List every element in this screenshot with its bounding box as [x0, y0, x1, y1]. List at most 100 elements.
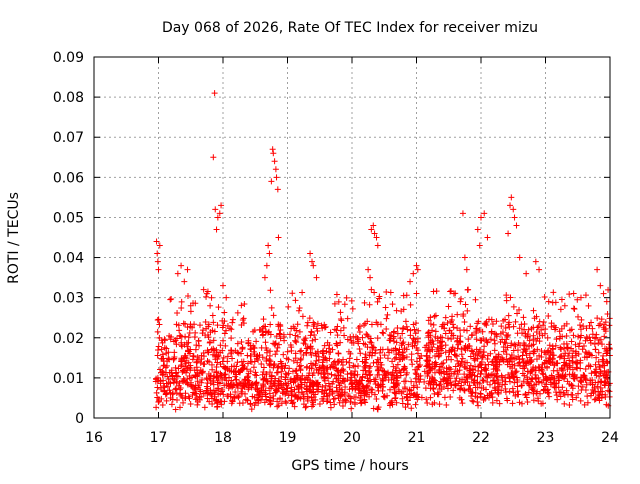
data-point	[368, 386, 375, 393]
data-point	[265, 242, 272, 249]
data-point	[424, 356, 431, 363]
data-point	[394, 361, 401, 368]
data-point	[285, 392, 292, 399]
data-point	[309, 372, 316, 379]
data-point	[196, 342, 203, 349]
data-point	[379, 329, 386, 336]
data-point	[298, 355, 305, 362]
data-point	[261, 274, 268, 281]
data-point	[163, 380, 170, 387]
data-point	[348, 339, 355, 346]
data-point	[387, 386, 394, 393]
data-point	[452, 363, 459, 370]
data-point	[400, 324, 407, 331]
data-point	[374, 335, 381, 342]
data-point	[292, 332, 299, 339]
data-point	[604, 349, 611, 356]
data-point	[219, 387, 226, 394]
data-point	[306, 315, 313, 322]
data-point	[299, 372, 306, 379]
data-point	[502, 389, 509, 396]
data-point	[320, 365, 327, 372]
data-point	[554, 367, 561, 374]
data-point	[579, 383, 586, 390]
data-point	[453, 375, 460, 382]
data-point	[244, 381, 251, 388]
data-point	[516, 306, 523, 313]
data-point	[535, 363, 542, 370]
data-point	[595, 358, 602, 365]
data-point	[304, 376, 311, 383]
data-point	[256, 326, 263, 333]
data-point	[517, 342, 524, 349]
data-point	[187, 379, 194, 386]
data-point	[288, 347, 295, 354]
data-point	[492, 354, 499, 361]
data-point	[187, 308, 194, 315]
data-point	[272, 351, 279, 358]
data-point	[498, 372, 505, 379]
data-point	[312, 336, 319, 343]
data-point	[192, 373, 199, 380]
data-point	[202, 318, 209, 325]
data-point	[241, 300, 248, 307]
data-point	[568, 382, 575, 389]
data-point	[304, 319, 311, 326]
data-point	[457, 361, 464, 368]
data-point	[229, 355, 236, 362]
data-point	[557, 389, 564, 396]
data-point	[484, 392, 491, 399]
data-point	[469, 397, 476, 404]
data-point	[184, 343, 191, 350]
data-point	[458, 346, 465, 353]
data-point	[549, 299, 556, 306]
data-point	[394, 330, 401, 337]
data-point	[518, 400, 525, 407]
data-point	[423, 396, 430, 403]
data-point	[330, 378, 337, 385]
data-point	[266, 356, 273, 363]
data-point	[332, 362, 339, 369]
data-point	[513, 222, 520, 229]
data-point	[244, 366, 250, 373]
data-point	[175, 322, 182, 329]
data-point	[574, 296, 581, 303]
grid-layer	[94, 57, 610, 418]
data-point	[176, 332, 183, 339]
data-point	[337, 309, 344, 316]
data-point	[424, 348, 431, 355]
data-point	[404, 326, 411, 333]
data-point	[299, 313, 306, 320]
data-point	[201, 404, 208, 411]
data-point	[296, 305, 303, 312]
data-point	[193, 390, 200, 397]
data-point	[367, 339, 374, 346]
data-point	[573, 364, 580, 371]
data-point	[352, 386, 359, 393]
data-point	[239, 344, 246, 351]
data-point	[503, 351, 510, 358]
data-point	[193, 359, 200, 366]
data-point	[182, 333, 189, 340]
data-point	[504, 361, 511, 368]
data-point	[348, 297, 355, 304]
data-point	[215, 304, 222, 311]
data-point	[268, 178, 275, 185]
data-point	[544, 389, 551, 396]
data-point	[206, 375, 213, 382]
data-point	[591, 340, 598, 347]
data-point	[391, 390, 398, 397]
data-point	[573, 394, 580, 401]
data-point	[303, 345, 310, 352]
data-point	[209, 390, 216, 397]
data-point	[431, 353, 438, 360]
data-point	[369, 386, 376, 393]
data-point	[489, 394, 496, 401]
data-point	[177, 390, 184, 397]
data-point	[410, 270, 417, 277]
data-point	[448, 287, 455, 294]
data-point	[492, 365, 499, 372]
data-point	[534, 346, 541, 353]
data-point	[575, 343, 582, 350]
data-point	[334, 323, 341, 330]
